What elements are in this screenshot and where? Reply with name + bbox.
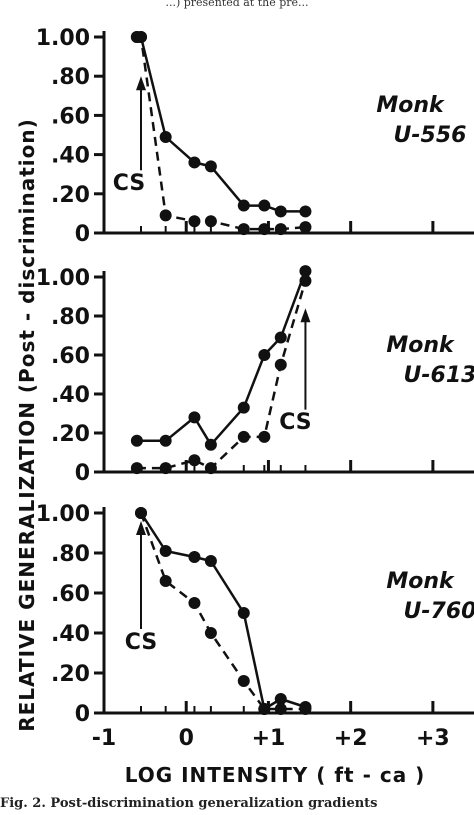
- dashed-series-line: [139, 512, 306, 711]
- dashed-data-point: [258, 223, 271, 236]
- solid-data-point: [204, 160, 217, 173]
- dashed-data-point: [274, 703, 287, 715]
- dashed-data-point: [188, 215, 201, 228]
- solid-series-line: [139, 512, 306, 711]
- solid-data-point: [204, 555, 217, 567]
- subject-label: Monk: [386, 569, 455, 594]
- y-tick-label: 0: [75, 702, 90, 727]
- cs-label: CS: [279, 410, 311, 435]
- y-tick-label: 0: [75, 222, 90, 247]
- solid-data-point: [159, 130, 172, 143]
- dashed-data-point: [258, 703, 271, 715]
- solid-data-point: [237, 607, 250, 619]
- dashed-data-point: [130, 462, 143, 475]
- solid-data-point: [258, 349, 271, 361]
- panel-1: 0 .20 .40 .60 .80 1.00 Monk U-556 CS: [36, 26, 474, 247]
- subject-id-label: U-760: [404, 599, 474, 624]
- y-tick-label: .60: [51, 582, 90, 607]
- top-text-fragment: ...) presented at the pre...: [165, 0, 309, 9]
- dashed-data-point: [135, 507, 147, 519]
- solid-data-point: [258, 199, 271, 212]
- y-tick-label: 1.00: [36, 502, 90, 527]
- y-tick-label: 1.00: [36, 26, 90, 51]
- dashed-data-point: [237, 430, 250, 443]
- solid-data-point: [159, 434, 172, 447]
- cs-arrow-head: [300, 308, 311, 323]
- y-tick-label: .80: [51, 542, 90, 567]
- dashed-data-point: [159, 575, 172, 587]
- y-tick-label: .80: [51, 65, 90, 90]
- dashed-data-point: [274, 358, 287, 371]
- y-tick-label: .40: [51, 622, 90, 647]
- solid-data-point: [204, 438, 217, 451]
- y-tick-label: 0: [75, 461, 90, 486]
- y-tick-label: .20: [51, 662, 90, 687]
- cs-arrow-head: [136, 521, 146, 535]
- cs-label: CS: [125, 630, 157, 655]
- y-tick-label: .20: [51, 183, 90, 208]
- y-tick-label: .60: [51, 344, 90, 369]
- subject-label: Monk: [376, 93, 445, 118]
- dashed-data-point: [204, 627, 217, 639]
- solid-data-point: [274, 331, 287, 344]
- solid-data-point: [188, 411, 201, 424]
- cs-arrow-head: [136, 76, 146, 91]
- y-tick-label: .80: [51, 305, 90, 330]
- panels-group: 0 .20 .40 .60 .80 1.00 Monk U-556 CS 0 .20 .40 .60 .8…: [36, 26, 474, 751]
- dashed-data-point: [159, 462, 172, 475]
- x-tick-label: +2: [334, 726, 368, 751]
- dashed-data-point: [274, 223, 287, 236]
- dashed-data-point: [299, 274, 312, 287]
- solid-data-point: [188, 156, 201, 169]
- y-tick-label: .20: [51, 422, 90, 447]
- y-axis-title: RELATIVE GENERALIZATION (Post - discrimi…: [15, 118, 39, 732]
- dashed-data-point: [299, 703, 312, 715]
- panel-2: 0 .20 .40 .60 .80 1.00 Monk U-613 CS: [36, 265, 474, 486]
- cs-label: CS: [113, 171, 145, 196]
- dashed-data-point: [188, 597, 201, 609]
- dashed-data-point: [188, 454, 201, 467]
- solid-data-point: [188, 551, 201, 563]
- solid-data-point: [299, 205, 312, 218]
- dashed-data-point: [159, 209, 172, 222]
- solid-data-point: [237, 401, 250, 414]
- solid-data-point: [130, 434, 143, 447]
- dashed-data-point: [237, 223, 250, 236]
- x-axis-title: LOG INTENSITY ( ft - ca ): [125, 763, 426, 787]
- subject-id-label: U-556: [394, 123, 467, 148]
- dashed-data-point: [204, 215, 217, 228]
- y-tick-label: .40: [51, 383, 90, 408]
- solid-data-point: [159, 545, 172, 557]
- x-tick-label: 0: [179, 726, 194, 751]
- dashed-data-point: [237, 675, 250, 687]
- solid-data-point: [274, 693, 287, 705]
- y-tick-label: .40: [51, 144, 90, 169]
- dashed-data-point: [204, 462, 217, 475]
- dashed-data-point: [258, 430, 271, 443]
- y-tick-label: .60: [51, 104, 90, 129]
- dashed-data-point: [135, 31, 147, 43]
- x-tick-label: +3: [416, 726, 450, 751]
- subject-label: Monk: [386, 333, 455, 358]
- x-tick-label: -1: [92, 726, 116, 751]
- figure-caption: Fig. 2. Post-discrimination generalizati…: [0, 796, 378, 811]
- solid-data-point: [299, 265, 312, 278]
- dashed-data-point: [299, 221, 312, 234]
- solid-data-point: [237, 199, 250, 212]
- solid-data-point: [274, 205, 287, 218]
- x-tick-label: +1: [252, 726, 286, 751]
- subject-id-label: U-613: [404, 363, 474, 388]
- y-tick-label: 1.00: [36, 266, 90, 291]
